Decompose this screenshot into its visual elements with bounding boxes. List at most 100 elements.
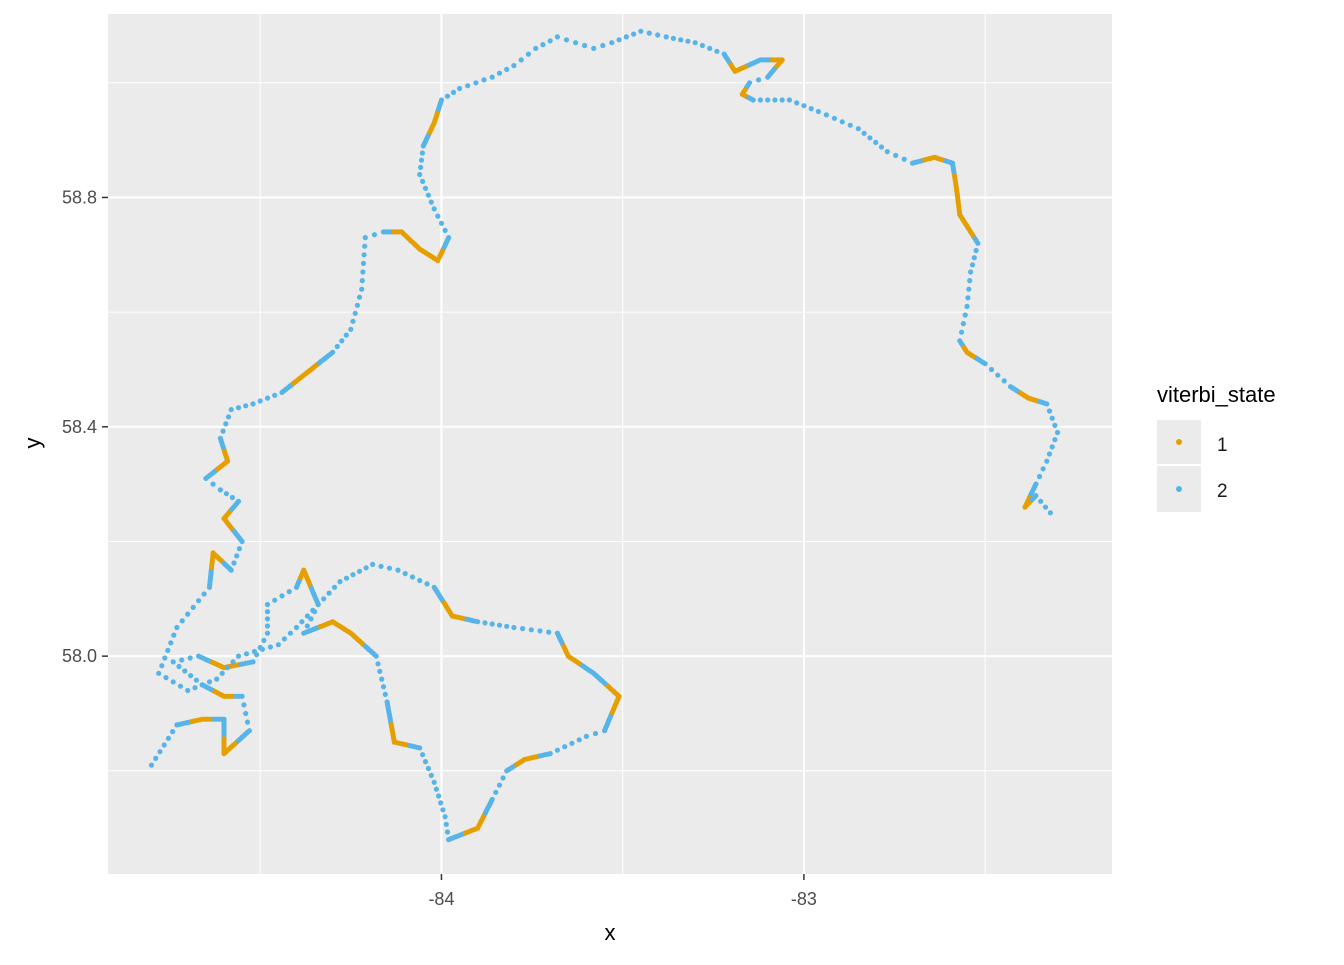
track-point — [786, 97, 793, 103]
track-point — [1046, 451, 1053, 457]
track-point — [417, 577, 423, 584]
track-point — [443, 821, 449, 827]
track-point — [293, 624, 300, 631]
track-point — [170, 679, 176, 685]
track-point — [161, 742, 167, 748]
track-point — [159, 663, 165, 669]
track-point — [350, 572, 356, 578]
track-point — [489, 74, 495, 80]
track-point — [231, 560, 237, 566]
track-point — [520, 626, 526, 632]
track-point — [378, 563, 384, 569]
track-point — [489, 796, 495, 803]
track-point — [170, 659, 176, 665]
track-point — [493, 789, 499, 795]
track-point — [960, 321, 967, 327]
track-point — [375, 661, 381, 667]
track-point — [867, 135, 873, 141]
track-point — [246, 728, 252, 734]
track-point — [794, 100, 800, 106]
track-point — [223, 491, 229, 497]
track-point — [1049, 415, 1055, 421]
track-point — [623, 34, 629, 40]
track-point — [692, 40, 698, 46]
track-point — [685, 38, 691, 44]
track-point — [438, 800, 444, 806]
track-point — [546, 629, 552, 635]
track-point — [157, 749, 163, 755]
track-point — [801, 103, 807, 109]
track-point — [192, 685, 198, 691]
track-point — [361, 252, 367, 258]
track-point — [330, 349, 336, 355]
track-point — [609, 40, 615, 46]
track-point — [244, 719, 251, 725]
track-point — [243, 710, 249, 717]
track-point — [496, 622, 503, 628]
track-point — [968, 269, 974, 275]
track-point — [261, 637, 267, 644]
track-point — [496, 782, 503, 788]
track-point — [264, 601, 271, 608]
track-point — [225, 414, 232, 420]
legend-label-2: 2 — [1217, 481, 1228, 502]
track-point — [223, 421, 229, 427]
track-point — [190, 604, 196, 611]
track-point — [326, 590, 332, 596]
track-point — [473, 80, 479, 86]
track-point — [1036, 473, 1043, 480]
track-point — [893, 152, 899, 158]
track-point — [592, 730, 599, 737]
track-point — [281, 636, 287, 642]
track-point — [436, 793, 442, 799]
track-point — [562, 744, 568, 750]
track-point — [264, 395, 271, 401]
track-point — [339, 338, 345, 344]
track-point — [153, 755, 159, 762]
track-point — [525, 51, 532, 57]
x-axis-ticks: -84 -83 — [428, 874, 817, 909]
track-point — [678, 37, 684, 43]
track-point — [655, 32, 661, 38]
track-point — [995, 372, 1001, 378]
track-point — [287, 630, 293, 636]
track-point — [315, 601, 321, 608]
track-point — [528, 627, 534, 633]
track-point — [591, 45, 597, 52]
track-point — [170, 729, 176, 735]
track-point — [446, 235, 452, 241]
track-point — [973, 247, 979, 254]
track-point — [182, 668, 188, 674]
track-point — [386, 565, 393, 571]
track-point — [377, 668, 383, 675]
track-point — [707, 45, 713, 52]
track-point — [360, 269, 366, 275]
track-point — [435, 213, 441, 219]
track-point — [214, 676, 220, 682]
track-point — [971, 255, 977, 261]
track-point — [187, 655, 193, 661]
track-point — [264, 609, 271, 615]
track-point — [360, 260, 367, 266]
track-point — [334, 343, 340, 350]
data-points — [148, 28, 1061, 843]
track-point — [219, 670, 225, 676]
track-point — [165, 735, 171, 741]
track-point — [395, 567, 401, 573]
legend-point-1 — [1176, 439, 1182, 445]
track-point — [428, 772, 434, 779]
track-point — [442, 227, 448, 233]
track-point — [362, 235, 368, 241]
track-point — [264, 630, 271, 636]
track-point — [988, 366, 995, 373]
track-point — [299, 619, 305, 625]
track-point — [631, 31, 637, 37]
track-point — [382, 691, 388, 698]
y-tick-label: 58.0 — [62, 646, 97, 666]
track-point — [176, 663, 182, 670]
track-point — [450, 89, 457, 95]
track-point — [343, 575, 350, 581]
track-point — [310, 607, 316, 613]
track-point — [343, 332, 349, 338]
